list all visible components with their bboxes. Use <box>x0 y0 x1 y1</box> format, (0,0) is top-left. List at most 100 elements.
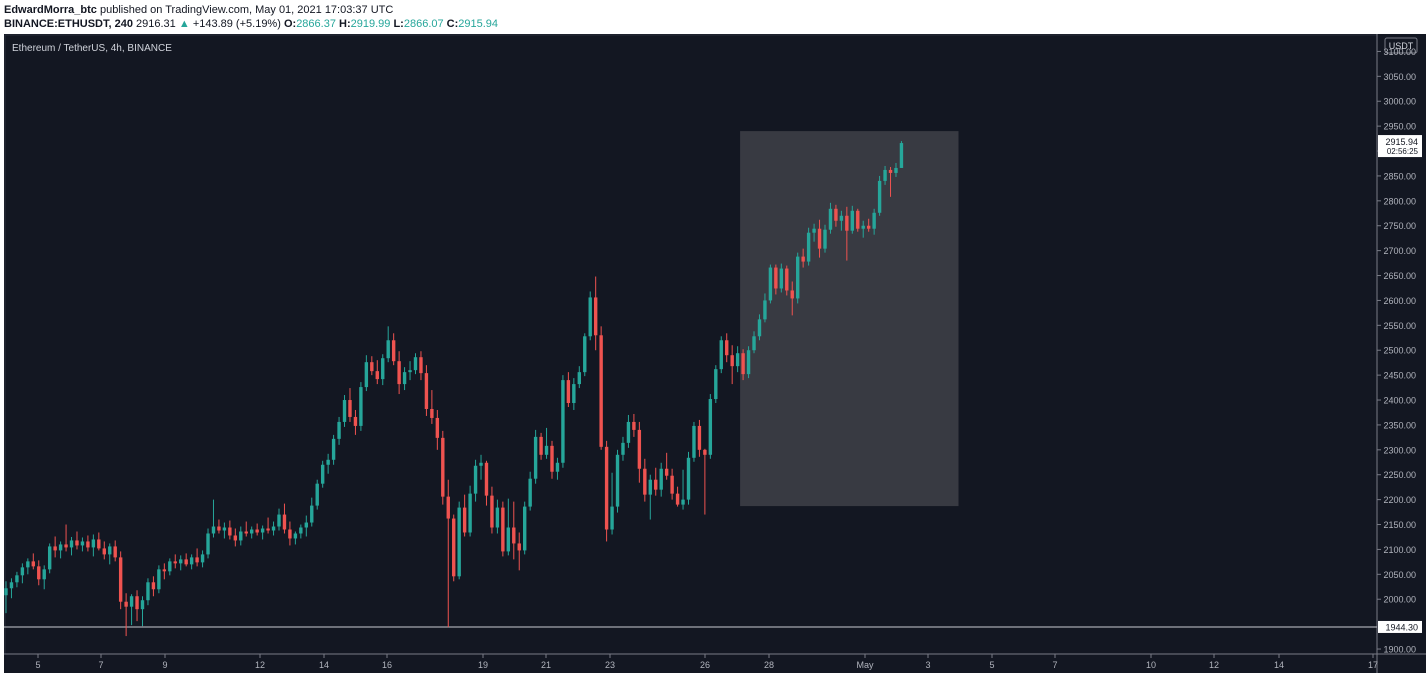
candle[interactable] <box>872 208 876 235</box>
candle[interactable] <box>348 388 352 422</box>
candle[interactable] <box>337 416 341 445</box>
candle[interactable] <box>462 494 467 537</box>
candle[interactable] <box>91 534 96 557</box>
candle[interactable] <box>162 563 167 580</box>
candle[interactable] <box>108 543 112 565</box>
candle[interactable] <box>828 202 833 234</box>
candle[interactable] <box>659 462 663 497</box>
candle[interactable] <box>58 541 63 559</box>
candle[interactable] <box>64 524 68 552</box>
candle[interactable] <box>168 558 172 576</box>
candle[interactable] <box>69 536 74 556</box>
candle[interactable] <box>604 440 609 542</box>
candle[interactable] <box>413 353 418 375</box>
candle[interactable] <box>615 449 620 513</box>
candle[interactable] <box>173 554 177 569</box>
candle[interactable] <box>834 204 838 227</box>
candle[interactable] <box>446 479 450 628</box>
candle[interactable] <box>643 458 647 502</box>
candle[interactable] <box>670 468 674 500</box>
candle[interactable] <box>774 264 778 295</box>
candle[interactable] <box>555 457 560 480</box>
candle[interactable] <box>610 472 614 535</box>
candle[interactable] <box>129 594 134 626</box>
candle[interactable] <box>697 419 702 457</box>
candle[interactable] <box>4 581 8 614</box>
candle[interactable] <box>746 346 751 379</box>
candle[interactable] <box>861 220 865 238</box>
candle[interactable] <box>501 501 505 557</box>
candle[interactable] <box>381 354 385 386</box>
candle[interactable] <box>577 366 581 389</box>
candle[interactable] <box>320 460 325 488</box>
candle[interactable] <box>386 326 390 363</box>
candle[interactable] <box>473 459 478 502</box>
candle[interactable] <box>812 223 816 242</box>
candle[interactable] <box>211 499 216 538</box>
candle[interactable] <box>817 219 822 258</box>
chart-panel[interactable]: Ethereum / TetherUS, 4h, BINANCE USDT 31… <box>4 34 1426 673</box>
candle[interactable] <box>839 210 844 231</box>
candle[interactable] <box>179 555 183 571</box>
candle[interactable] <box>894 162 898 177</box>
candle[interactable] <box>419 351 423 381</box>
candle[interactable] <box>714 365 718 404</box>
candle[interactable] <box>708 394 713 459</box>
candle[interactable] <box>845 206 849 261</box>
candle[interactable] <box>304 515 308 537</box>
candle[interactable] <box>686 451 691 505</box>
candle[interactable] <box>588 291 592 341</box>
candle[interactable] <box>370 356 374 376</box>
candle[interactable] <box>752 331 756 354</box>
candle[interactable] <box>353 409 358 435</box>
candle[interactable] <box>512 501 516 560</box>
candle[interactable] <box>184 553 188 567</box>
candle[interactable] <box>364 355 369 392</box>
candle[interactable] <box>250 526 254 539</box>
candle[interactable] <box>479 454 483 480</box>
candle[interactable] <box>806 227 811 266</box>
candle[interactable] <box>457 501 461 580</box>
candle[interactable] <box>621 436 625 461</box>
candle[interactable] <box>31 553 35 570</box>
candle[interactable] <box>20 563 25 584</box>
candle[interactable] <box>260 525 265 540</box>
candle[interactable] <box>222 522 227 539</box>
candle[interactable] <box>779 263 784 293</box>
candle[interactable] <box>15 571 19 588</box>
candle[interactable] <box>654 467 658 496</box>
candle[interactable] <box>293 531 298 545</box>
candle[interactable] <box>757 314 762 341</box>
candle[interactable] <box>506 498 511 556</box>
candle[interactable] <box>402 367 407 391</box>
candle[interactable] <box>763 293 767 323</box>
candle[interactable] <box>441 430 445 505</box>
candle[interactable] <box>140 596 145 627</box>
candle[interactable] <box>331 434 336 465</box>
candle[interactable] <box>42 565 46 590</box>
candle[interactable] <box>735 346 740 373</box>
candle[interactable] <box>217 519 221 534</box>
candle[interactable] <box>9 578 14 599</box>
candle[interactable] <box>517 532 521 571</box>
candle[interactable] <box>288 521 292 546</box>
candle[interactable] <box>228 520 232 540</box>
candle[interactable] <box>266 517 270 534</box>
candle[interactable] <box>452 514 456 582</box>
candle[interactable] <box>113 540 117 562</box>
candle[interactable] <box>75 531 79 550</box>
candle[interactable] <box>408 361 412 381</box>
candle[interactable] <box>637 421 642 483</box>
candle[interactable] <box>877 175 882 216</box>
candle[interactable] <box>435 409 440 450</box>
candle[interactable] <box>26 558 30 575</box>
candle[interactable] <box>102 541 106 560</box>
candle[interactable] <box>523 501 527 555</box>
candle[interactable] <box>359 382 363 431</box>
candle[interactable] <box>310 497 314 527</box>
candle[interactable] <box>37 560 41 586</box>
candle[interactable] <box>200 550 205 568</box>
candle[interactable] <box>195 548 199 567</box>
candle[interactable] <box>86 535 90 552</box>
candle[interactable] <box>342 395 347 427</box>
